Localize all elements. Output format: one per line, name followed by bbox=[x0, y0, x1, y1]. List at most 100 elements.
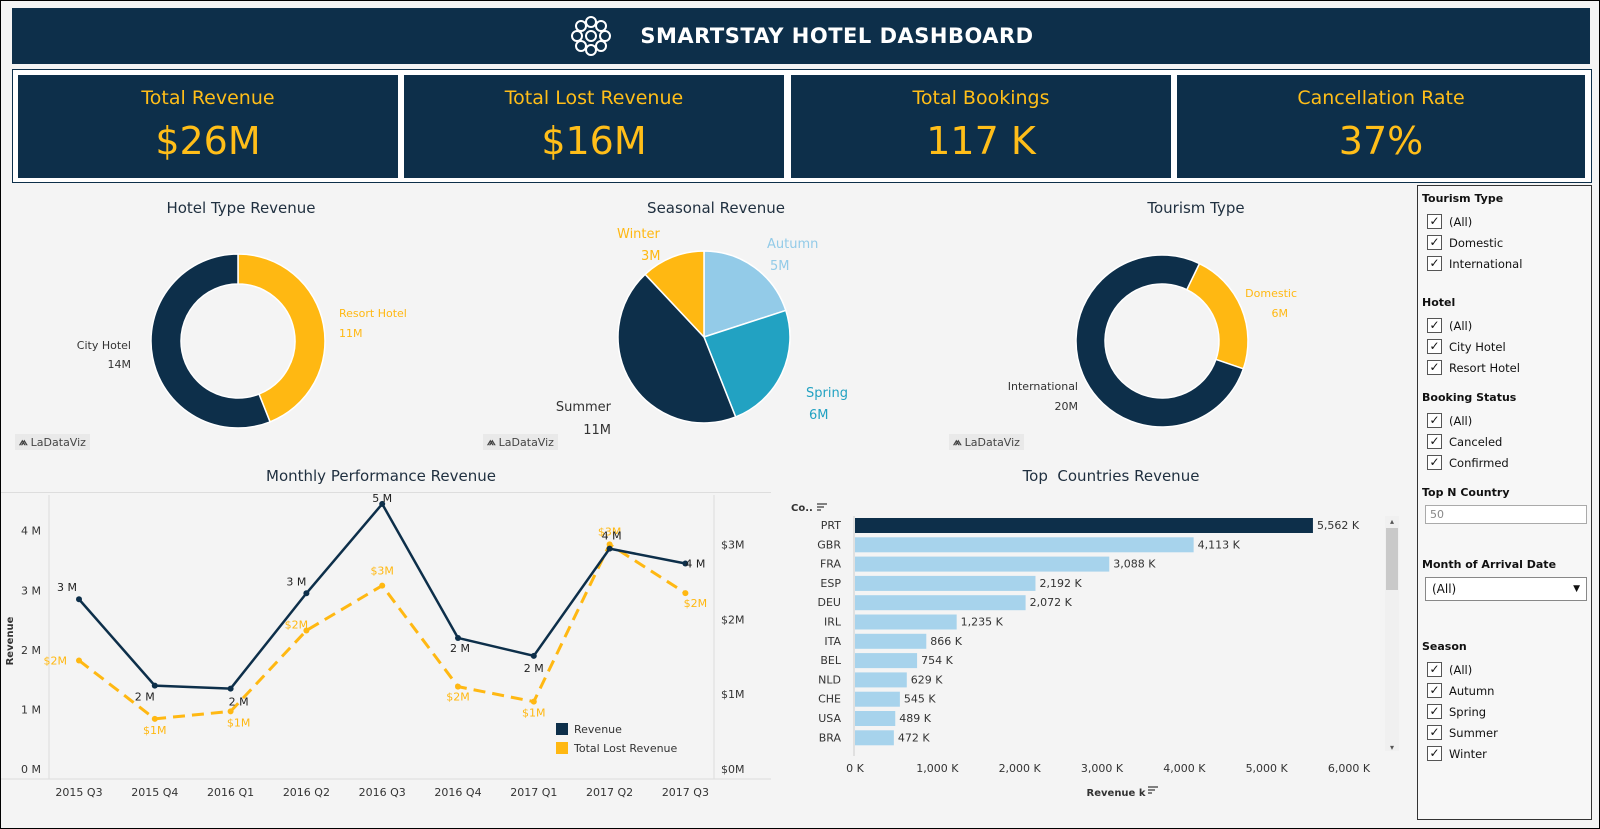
checkbox-checked-icon[interactable]: ✓ bbox=[1427, 746, 1442, 761]
filter-title: Hotel bbox=[1422, 296, 1456, 309]
filter-option-label: (All) bbox=[1449, 318, 1473, 333]
data-point-revenue[interactable] bbox=[606, 545, 613, 552]
bar-che[interactable] bbox=[855, 691, 900, 707]
tourism-type-donut-chart: International 20M Domestic 6M bbox=[1008, 254, 1297, 428]
filter-option[interactable]: ✓ International bbox=[1422, 253, 1522, 274]
checkbox-checked-icon[interactable]: ✓ bbox=[1427, 434, 1442, 449]
y-tick-label: 0 M bbox=[21, 763, 41, 776]
bar-bra[interactable] bbox=[855, 730, 894, 746]
bar-esp[interactable] bbox=[855, 575, 1036, 591]
data-point-revenue[interactable] bbox=[455, 634, 461, 641]
filter-title: Month of Arrival Date bbox=[1422, 558, 1557, 571]
checkbox-checked-icon[interactable]: ✓ bbox=[1427, 662, 1442, 677]
filter-option[interactable]: ✓ City Hotel bbox=[1422, 336, 1520, 357]
data-point-revenue[interactable] bbox=[76, 596, 82, 603]
data-point-lost-revenue[interactable] bbox=[76, 657, 82, 664]
month-dropdown[interactable]: (All) ▼ bbox=[1425, 577, 1587, 601]
slice-domestic[interactable] bbox=[1185, 262, 1249, 370]
filter-option[interactable]: ✓ Domestic bbox=[1422, 232, 1522, 253]
filter-option[interactable]: ✓ (All) bbox=[1422, 315, 1520, 336]
data-point-lost-revenue[interactable] bbox=[455, 683, 461, 690]
filter-option[interactable]: ✓ (All) bbox=[1422, 211, 1522, 232]
checkbox-checked-icon[interactable]: ✓ bbox=[1427, 683, 1442, 698]
filter-option[interactable]: ✓ Resort Hotel bbox=[1422, 357, 1520, 378]
filter-option[interactable]: ✓ (All) bbox=[1422, 410, 1516, 431]
filter-option[interactable]: ✓ (All) bbox=[1422, 659, 1498, 680]
slice-resort-hotel[interactable] bbox=[237, 253, 326, 423]
scroll-up-icon[interactable]: ▴ bbox=[1390, 517, 1394, 526]
slice-label: Domestic bbox=[1245, 287, 1297, 300]
data-point-lost-revenue[interactable] bbox=[303, 627, 310, 634]
data-point-revenue[interactable] bbox=[530, 652, 537, 659]
bar-usa[interactable] bbox=[855, 711, 896, 726]
x-tick-label: 2,000 K bbox=[999, 762, 1042, 775]
bar-value-label: 629 K bbox=[911, 673, 943, 686]
data-point-lost-revenue[interactable] bbox=[682, 590, 689, 597]
data-point-revenue[interactable] bbox=[227, 685, 234, 692]
bar-ita[interactable] bbox=[855, 633, 927, 649]
checkbox-checked-icon[interactable]: ✓ bbox=[1427, 725, 1442, 740]
bar-category-label: FRA bbox=[820, 558, 842, 571]
slice-label: Winter bbox=[617, 227, 661, 242]
bar-gbr[interactable] bbox=[855, 537, 1194, 553]
bar-category-label: CHE bbox=[818, 693, 841, 706]
slice-value-label: 6M bbox=[1272, 307, 1289, 320]
data-point-lost-revenue[interactable] bbox=[151, 715, 158, 722]
data-point-revenue[interactable] bbox=[151, 682, 158, 689]
filter-option[interactable]: ✓ Summer bbox=[1422, 722, 1498, 743]
checkbox-checked-icon[interactable]: ✓ bbox=[1427, 704, 1442, 719]
filter-month: Month of Arrival Date (All) ▼ bbox=[1422, 558, 1587, 601]
slice-city-hotel[interactable] bbox=[150, 253, 272, 429]
slice-label: City Hotel bbox=[77, 339, 131, 352]
scroll-down-icon[interactable]: ▾ bbox=[1390, 743, 1394, 752]
bar-fra[interactable] bbox=[855, 556, 1110, 572]
scrollbar-thumb[interactable] bbox=[1386, 528, 1398, 590]
checkbox-checked-icon[interactable]: ✓ bbox=[1427, 455, 1442, 470]
kpi-value: 117 K bbox=[926, 119, 1036, 163]
data-label-lost-revenue: $2M bbox=[285, 619, 309, 632]
top-n-input[interactable]: 50 bbox=[1425, 505, 1587, 524]
sort-icon[interactable] bbox=[1148, 786, 1158, 794]
checkbox-checked-icon[interactable]: ✓ bbox=[1427, 256, 1442, 271]
bar-nld[interactable] bbox=[855, 672, 907, 688]
data-point-lost-revenue[interactable] bbox=[606, 541, 613, 548]
checkbox-checked-icon[interactable]: ✓ bbox=[1427, 339, 1442, 354]
bar-prt[interactable] bbox=[855, 518, 1313, 533]
data-label-revenue: 3 M bbox=[286, 575, 306, 588]
checkbox-checked-icon[interactable]: ✓ bbox=[1427, 413, 1442, 428]
x-tick-label: 2015 Q3 bbox=[55, 786, 102, 799]
bar-deu[interactable] bbox=[855, 595, 1026, 611]
hotel-type-donut-chart: City Hotel 14M Resort Hotel 11M bbox=[77, 253, 407, 429]
checkbox-checked-icon[interactable]: ✓ bbox=[1427, 235, 1442, 250]
kpi-label: Total Lost Revenue bbox=[504, 87, 684, 109]
filter-option[interactable]: ✓ Confirmed bbox=[1422, 452, 1516, 473]
kpi-total-bookings: Total Bookings 117 K bbox=[791, 75, 1171, 178]
bar-value-label: 2,192 K bbox=[1039, 577, 1082, 590]
data-point-revenue[interactable] bbox=[379, 500, 386, 507]
data-point-lost-revenue[interactable] bbox=[379, 582, 386, 589]
slice-international[interactable] bbox=[1075, 254, 1245, 428]
checkbox-checked-icon[interactable]: ✓ bbox=[1427, 318, 1442, 333]
vertical-scrollbar[interactable]: ▴ ▾ bbox=[1385, 516, 1399, 752]
bar-bel[interactable] bbox=[855, 653, 918, 669]
checkbox-checked-icon[interactable]: ✓ bbox=[1427, 360, 1442, 375]
filter-option[interactable]: ✓ Canceled bbox=[1422, 431, 1516, 452]
filter-option-label: City Hotel bbox=[1449, 339, 1506, 354]
bar-value-label: 1,235 K bbox=[961, 616, 1004, 629]
x-tick-label: 5,000 K bbox=[1246, 762, 1289, 775]
slice-autumn[interactable] bbox=[703, 250, 787, 339]
filter-option[interactable]: ✓ Winter bbox=[1422, 743, 1498, 764]
data-point-revenue[interactable] bbox=[682, 560, 689, 567]
chevron-down-icon[interactable]: ▼ bbox=[1573, 584, 1580, 594]
data-point-revenue[interactable] bbox=[303, 590, 310, 597]
sort-icon[interactable] bbox=[817, 503, 827, 511]
data-point-lost-revenue[interactable] bbox=[530, 698, 537, 705]
filter-option[interactable]: ✓ Autumn bbox=[1422, 680, 1498, 701]
slice-summer[interactable] bbox=[617, 273, 737, 424]
checkbox-checked-icon[interactable]: ✓ bbox=[1427, 214, 1442, 229]
slice-winter[interactable] bbox=[644, 250, 705, 339]
bar-irl[interactable] bbox=[855, 614, 957, 630]
filter-option[interactable]: ✓ Spring bbox=[1422, 701, 1498, 722]
data-point-lost-revenue[interactable] bbox=[227, 708, 234, 715]
y2-tick-label: $3M bbox=[721, 538, 745, 551]
